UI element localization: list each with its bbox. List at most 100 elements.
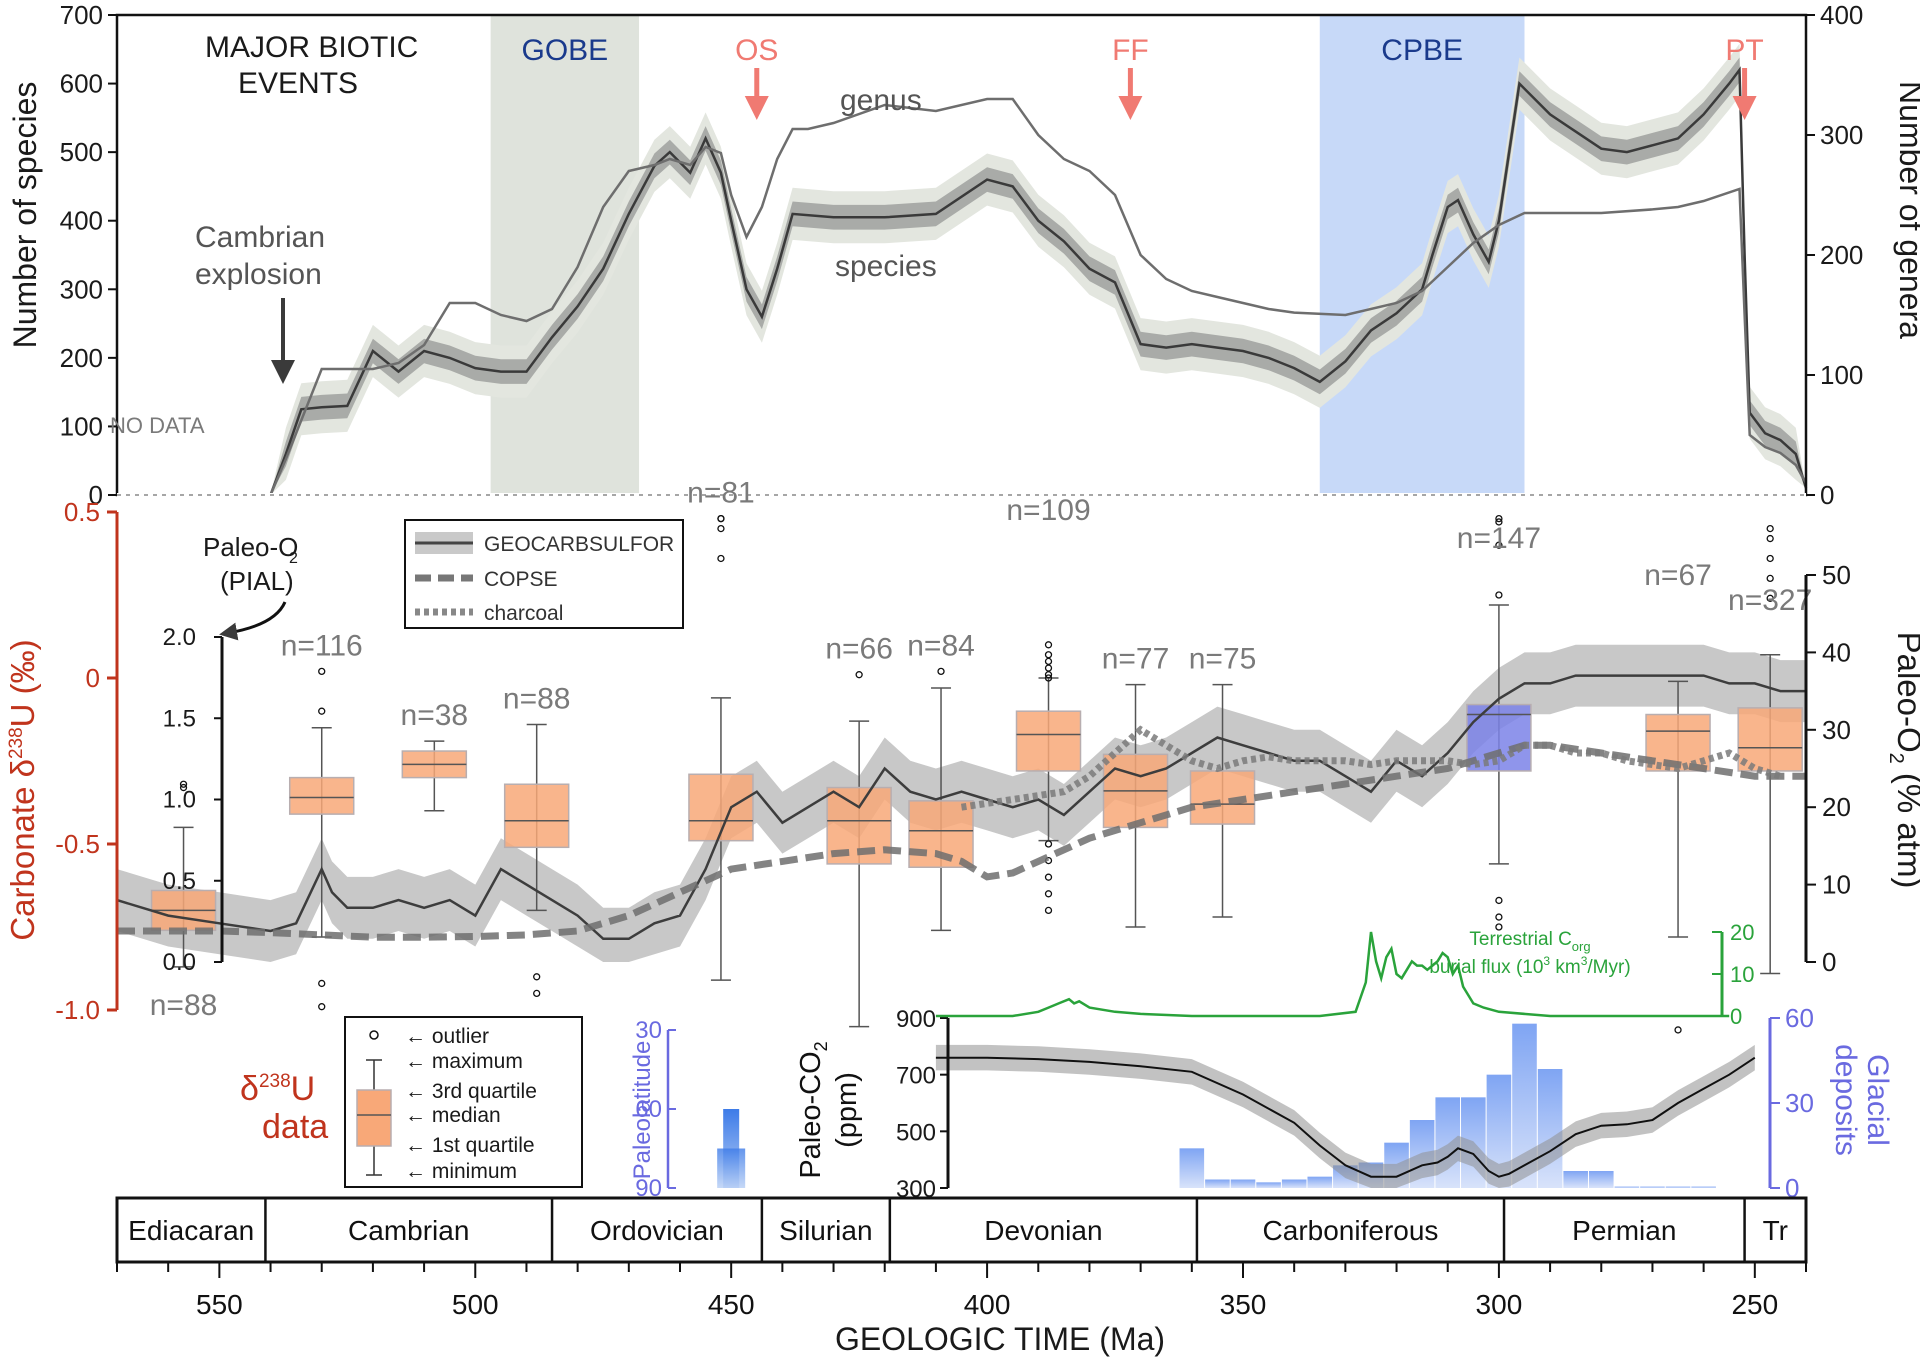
boxplot-265: n=67 — [1644, 559, 1712, 1034]
glacial-bar — [1307, 1176, 1333, 1188]
box-outlier — [179, 783, 188, 792]
box-outlier — [1044, 657, 1053, 666]
box-outlier — [1766, 594, 1774, 602]
co2-line — [935, 1056, 1756, 1178]
charcoal-line — [960, 725, 1782, 811]
box-outlier — [1044, 674, 1053, 682]
box-n-label: n=109 — [1006, 494, 1090, 527]
box-key: δ238U data ← outlier ← maximum ← 3rd qua… — [240, 1016, 583, 1188]
boxplot-300: n=147 — [1457, 514, 1541, 931]
event-arrow-head-ff — [1118, 96, 1143, 120]
glacial-bar — [1614, 1186, 1640, 1188]
box-key-box — [356, 1089, 392, 1147]
biotic-event-shades — [490, 15, 1525, 495]
glacial-axis-title-1: Glacial — [1861, 1054, 1894, 1146]
terrestrial-label-2: burial flux (103 km3/Myr) — [1429, 954, 1630, 978]
glacial-bar — [1563, 1171, 1588, 1188]
box-body — [503, 783, 570, 849]
pial-tick-label: 2.0 — [163, 624, 196, 651]
co2-axis-title: Paleo-CO2 — [795, 1041, 831, 1178]
event-label-os: OS — [735, 34, 778, 67]
legend-geocarb-label: GEOCARBSULFOR — [484, 533, 674, 556]
event-label-pt: PT — [1725, 34, 1763, 67]
glacial-tick-label: 60 — [1785, 1003, 1814, 1033]
box-key-data: data — [262, 1108, 328, 1146]
u238-tick-label: -0.5 — [55, 829, 100, 859]
glacial-bar — [1665, 1186, 1691, 1188]
lat-tick-label: 30 — [635, 1017, 662, 1044]
event-label-cpbe: CPBE — [1381, 34, 1463, 67]
cambrian-label-1: Cambrian — [195, 221, 325, 254]
box-n-label: n=66 — [825, 633, 893, 666]
events-title-2: EVENTS — [238, 67, 358, 100]
period-timeline: Ediacaran Cambrian Ordovician Silurian Devon… — [115, 1196, 1808, 1320]
glacial-tick-label: 0 — [1785, 1173, 1799, 1203]
box-outlier — [1044, 671, 1053, 679]
co2-axis-units: (ppm) — [831, 1072, 863, 1148]
time-tick-label: 300 — [1476, 1289, 1523, 1320]
box-n-label: n=67 — [1644, 559, 1712, 592]
co2-tick-label: 500 — [896, 1119, 936, 1146]
boxplot-388: n=109 — [1006, 494, 1091, 915]
event-label-ff: FF — [1112, 34, 1149, 67]
o2-tick-label: 10 — [1822, 870, 1851, 900]
box-outlier — [717, 524, 725, 533]
boxplot-530: n=116 — [281, 629, 363, 1011]
glacial-tick-label: 30 — [1785, 1088, 1814, 1118]
box-outlier — [1044, 840, 1053, 848]
u238-tick-label: 0 — [86, 663, 100, 693]
box-body — [1015, 710, 1082, 772]
box-key-minimum: ← minimum — [405, 1160, 517, 1183]
cambrian-label-2: explosion — [195, 258, 322, 291]
box-outlier — [1674, 1026, 1682, 1034]
box-n-label: n=147 — [1457, 522, 1541, 555]
box-body — [1737, 707, 1803, 772]
box-outlier — [1766, 554, 1774, 563]
glacial-bar — [1588, 1171, 1614, 1188]
event-arrow-head-pt — [1732, 96, 1757, 120]
o2-tick-label: 50 — [1822, 560, 1851, 590]
o2-tick-label: 30 — [1822, 715, 1851, 745]
pial-tick-label: 1.0 — [163, 787, 196, 814]
y-tick-label-species: 600 — [60, 69, 103, 99]
geocarb-line — [116, 674, 1806, 941]
flux-tick-label: 0 — [1730, 1004, 1742, 1029]
y2-tick-label-genera: 300 — [1820, 120, 1863, 150]
o2-model-lines — [116, 674, 1806, 941]
box-outlier — [318, 979, 326, 988]
time-tick-label: 550 — [196, 1289, 243, 1320]
period-label: Ediacaran — [128, 1215, 254, 1246]
panel-b-axes: 0.5 0 -0.5 -1.0 0.0 0.5 1.0 1.5 2.0 0 10 20 30 40 50 — [55, 497, 1851, 1025]
period-label: Tr — [1763, 1215, 1788, 1246]
u238-tick-label: 0.5 — [64, 497, 100, 527]
y2-axis-title-o2: Paleo-O2 (% atm) — [1885, 632, 1920, 889]
u238-tick-label: -1.0 — [55, 995, 100, 1025]
y2-axis-title-genera: Number of genera — [1893, 81, 1920, 339]
glacial-bar — [1230, 1179, 1256, 1188]
co2-tick-label: 700 — [896, 1063, 936, 1090]
glacial-bar — [1537, 1069, 1563, 1188]
timeline-frame — [115, 1196, 1808, 1264]
event-label-gobe: GOBE — [521, 34, 608, 67]
y2-tick-label-genera: 200 — [1820, 240, 1863, 270]
diversity-lines — [269, 66, 1808, 496]
panel-a-axes: 0 100 200 300 400 500 600 700 0 100 200 300 400 — [60, 0, 1864, 510]
glacial-axis-title-2: deposits — [1829, 1044, 1862, 1156]
boxplot-371: n=77 — [1102, 643, 1169, 928]
box-outlier — [1044, 664, 1053, 672]
panel-a-frame — [115, 13, 1808, 497]
time-tick-label: 250 — [1731, 1289, 1778, 1320]
period-label: Devonian — [984, 1215, 1102, 1246]
event-markers: GOBE OS FF CPBE PT — [521, 34, 1764, 120]
box-outlier — [1766, 534, 1774, 543]
events-title-1: MAJOR BIOTIC — [205, 31, 418, 64]
box-body — [1645, 713, 1711, 772]
box-outlier — [1766, 574, 1774, 583]
box-key-median-label: ← median — [405, 1104, 501, 1127]
box-outlier — [533, 989, 541, 998]
box-outlier — [1044, 906, 1053, 915]
x-axis-title: GEOLOGIC TIME (Ma) — [835, 1321, 1165, 1357]
boxplot-508: n=38 — [401, 699, 468, 812]
time-tick-label: 450 — [708, 1289, 755, 1320]
co2-band — [935, 1044, 1755, 1188]
